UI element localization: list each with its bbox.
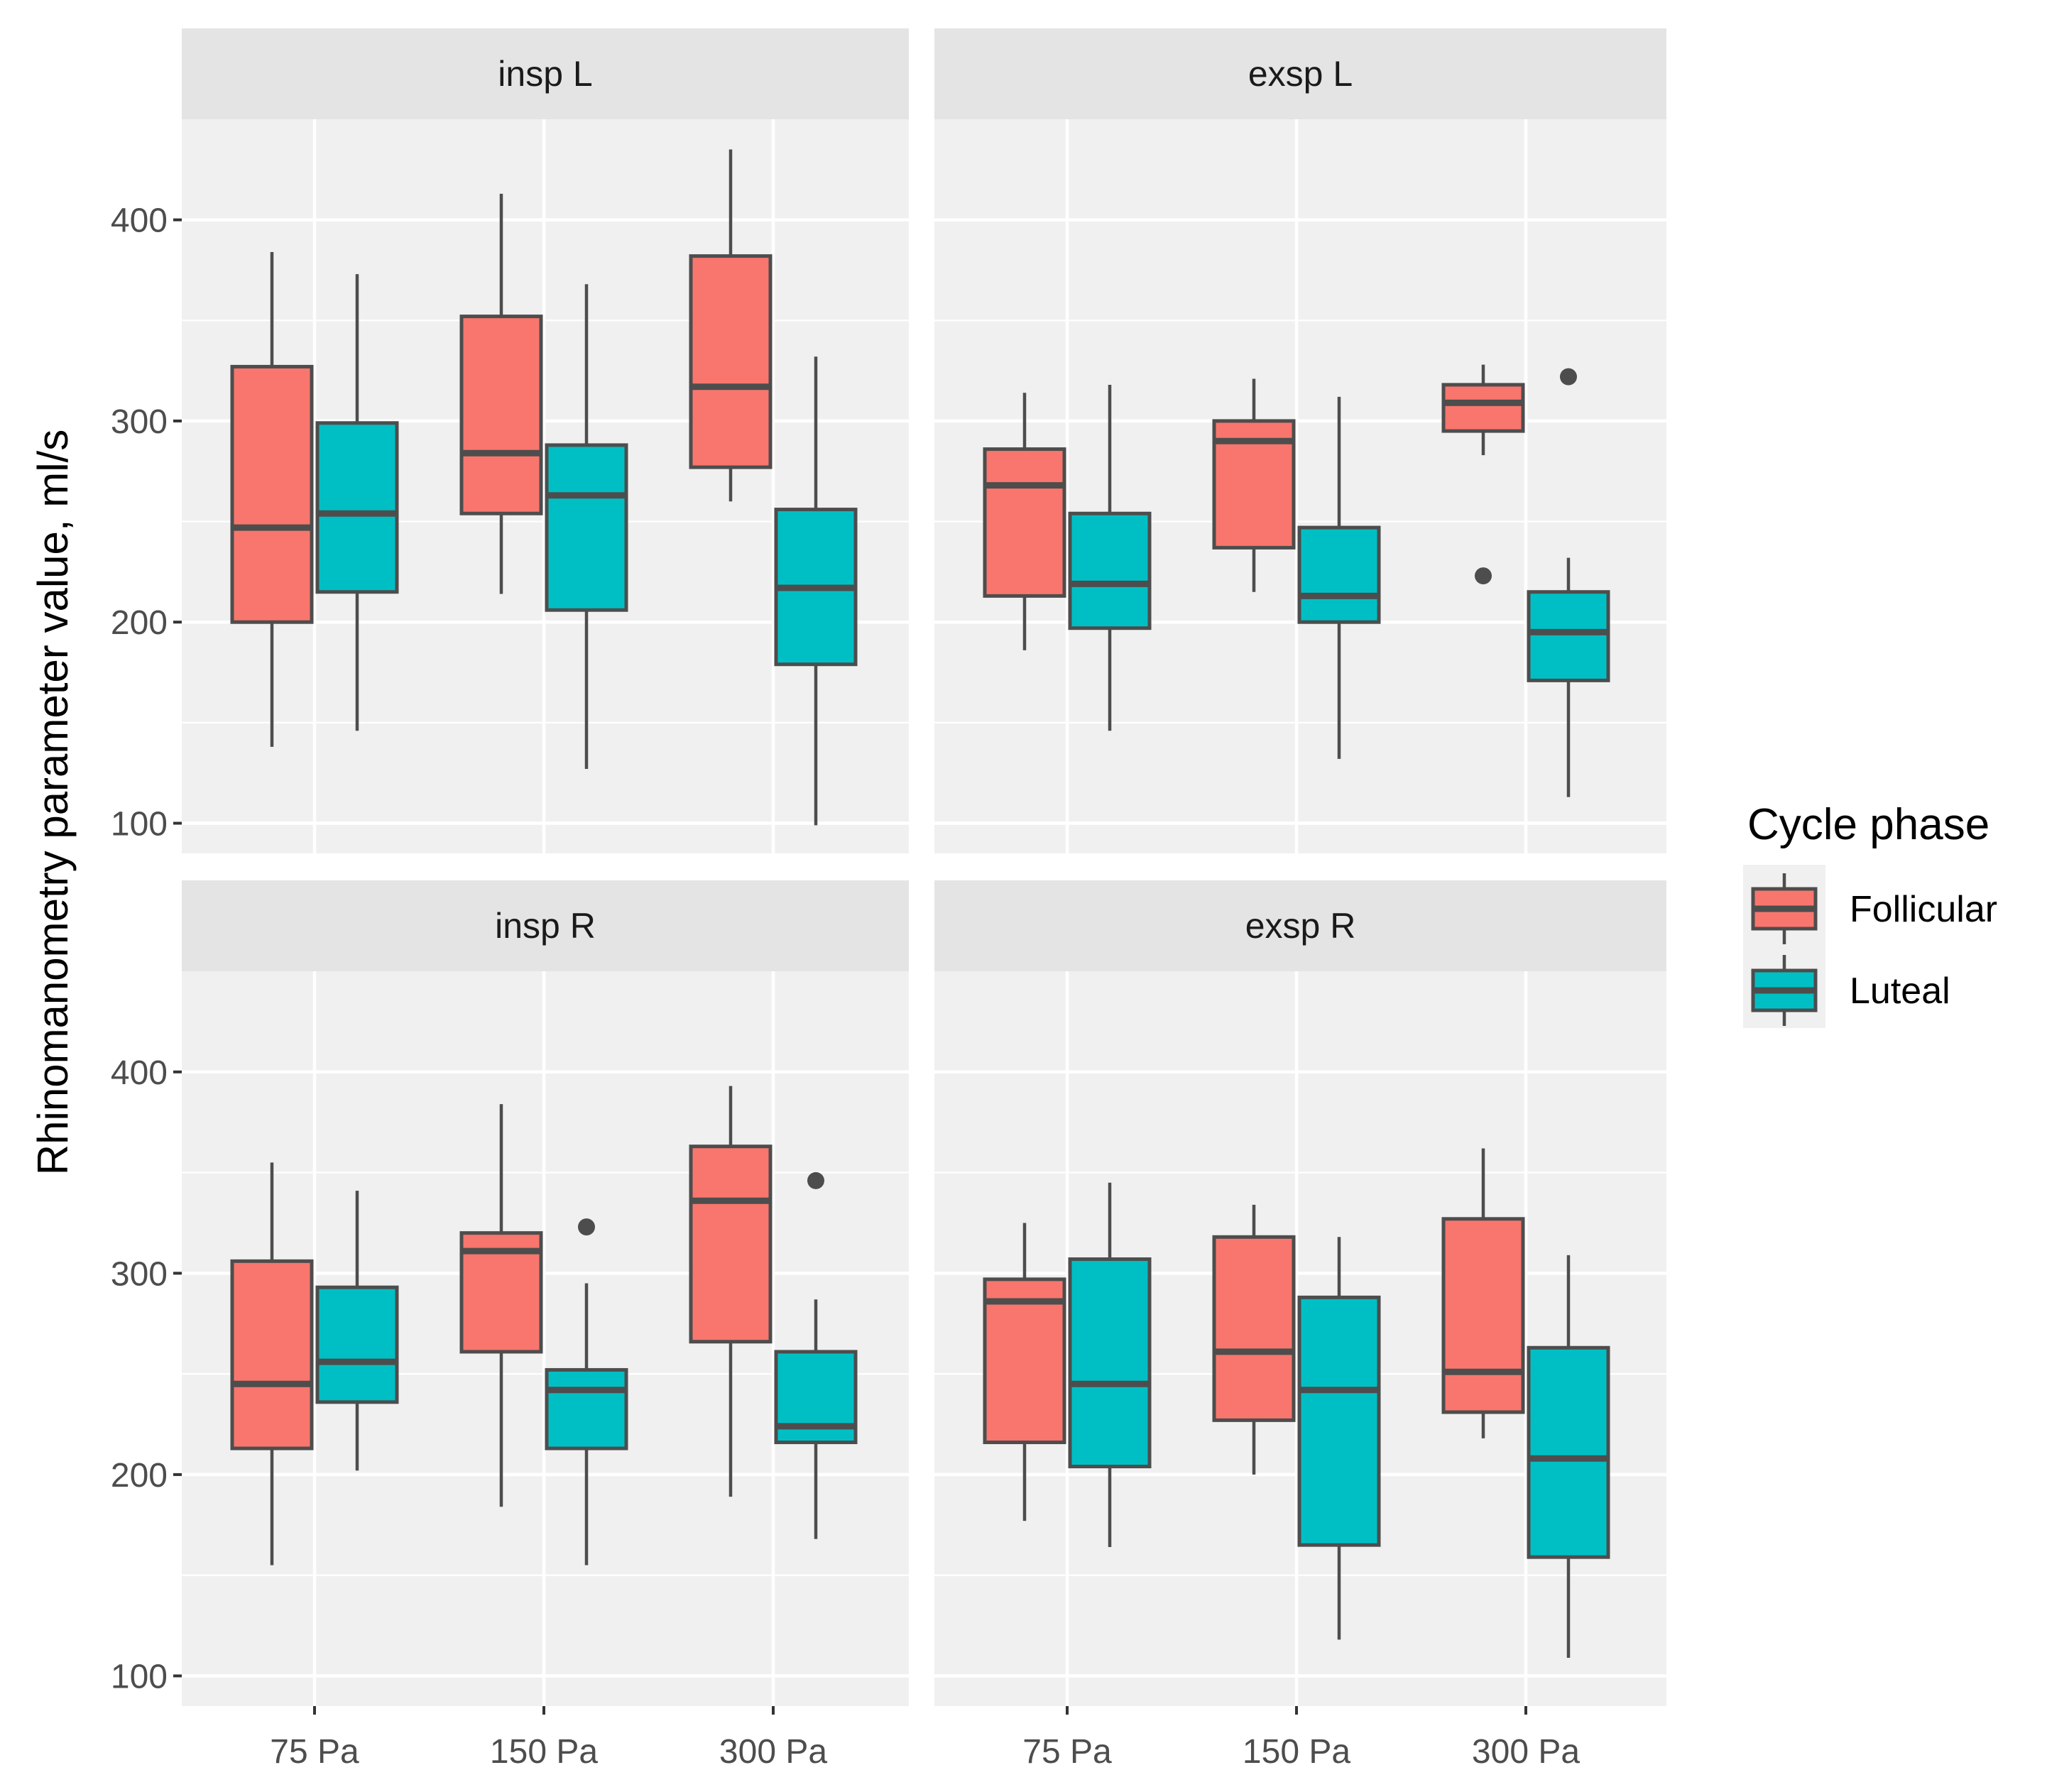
outlier-point bbox=[1560, 368, 1577, 386]
box-300-pa-luteal bbox=[774, 356, 858, 826]
facet-strip-label: exsp L bbox=[1248, 54, 1353, 94]
x-tick-label: 75 Pa bbox=[270, 1733, 359, 1771]
box-75-pa-follicular bbox=[230, 1162, 314, 1566]
box-150-pa-follicular bbox=[1212, 378, 1296, 592]
panel-exsp-l: exsp L bbox=[934, 28, 1666, 853]
box-150-pa-luteal bbox=[1297, 1237, 1381, 1640]
box-150-pa-follicular bbox=[459, 1104, 543, 1507]
facet-strip-label: exsp R bbox=[1245, 906, 1356, 946]
x-tick-label: 150 Pa bbox=[490, 1733, 598, 1771]
facet-strip-label: insp L bbox=[498, 54, 592, 94]
y-tick-label: 400 bbox=[111, 1054, 168, 1092]
outlier-point bbox=[1475, 567, 1492, 585]
box-iqr bbox=[1068, 511, 1152, 630]
box-150-pa-luteal bbox=[545, 1218, 628, 1566]
box-iqr bbox=[459, 315, 543, 515]
y-tick-label: 100 bbox=[111, 1658, 168, 1695]
box-300-pa-follicular bbox=[689, 149, 773, 502]
y-tick-label: 400 bbox=[111, 202, 168, 240]
outlier-point bbox=[578, 1218, 595, 1236]
box-150-pa-luteal bbox=[1297, 396, 1381, 759]
x-tick-label: 75 Pa bbox=[1022, 1733, 1112, 1771]
box-150-pa-follicular bbox=[459, 193, 543, 594]
box-iqr bbox=[1297, 525, 1381, 624]
legend-entry-follicular: Follicular bbox=[1751, 873, 1997, 944]
box-iqr bbox=[1441, 1217, 1525, 1414]
box-300-pa-follicular bbox=[689, 1086, 773, 1497]
box-iqr bbox=[1212, 1235, 1296, 1422]
legend-entry-luteal: Luteal bbox=[1751, 955, 1950, 1026]
facet-strip bbox=[182, 880, 909, 971]
y-tick-label: 300 bbox=[111, 403, 168, 441]
y-tick-label: 100 bbox=[111, 806, 168, 843]
y-tick-label: 200 bbox=[111, 1457, 168, 1495]
box-iqr bbox=[1527, 590, 1610, 682]
facet-strip-label: insp R bbox=[495, 906, 596, 946]
facet-strip bbox=[182, 28, 909, 119]
legend-label: Luteal bbox=[1850, 971, 1950, 1012]
box-75-pa-luteal bbox=[1068, 384, 1152, 731]
box-75-pa-luteal bbox=[315, 274, 399, 731]
box-150-pa-follicular bbox=[1212, 1204, 1296, 1475]
box-iqr bbox=[1527, 1345, 1610, 1559]
panel-insp-l: insp L 100 200 300 400 bbox=[111, 28, 909, 853]
box-iqr bbox=[689, 1144, 773, 1344]
box-300-pa-luteal bbox=[1527, 368, 1610, 797]
legend-title: Cycle phase bbox=[1747, 800, 1989, 849]
y-tick-label: 200 bbox=[111, 604, 168, 642]
facet-strip bbox=[934, 28, 1666, 119]
box-iqr bbox=[1068, 1257, 1152, 1469]
box-iqr bbox=[1441, 383, 1525, 433]
legend: Cycle phase Follicular Luteal bbox=[1743, 800, 1997, 1028]
facet-panels: insp L 100 200 300 400 exsp L insp R 100 200 300 4… bbox=[111, 28, 1666, 1771]
outlier-point bbox=[807, 1171, 824, 1189]
x-tick-label: 150 Pa bbox=[1243, 1733, 1350, 1771]
box-iqr bbox=[315, 1285, 399, 1404]
box-iqr bbox=[1297, 1295, 1381, 1547]
box-300-pa-follicular bbox=[1441, 1148, 1525, 1438]
box-iqr bbox=[230, 364, 314, 624]
box-iqr bbox=[230, 1259, 314, 1450]
facet-strip bbox=[934, 880, 1666, 971]
box-300-pa-luteal bbox=[1527, 1255, 1610, 1658]
panel-insp-r: insp R 100 200 300 400 75 Pa 150 Pa 300 Pa bbox=[111, 880, 909, 1771]
box-iqr bbox=[545, 1367, 628, 1450]
panel-exsp-r: exsp R 75 Pa 150 Pa 300 Pa bbox=[934, 880, 1666, 1771]
box-75-pa-follicular bbox=[230, 251, 314, 747]
x-tick-label: 300 Pa bbox=[719, 1733, 827, 1771]
box-75-pa-luteal bbox=[1068, 1182, 1152, 1547]
box-iqr bbox=[689, 254, 773, 469]
x-tick-label: 300 Pa bbox=[1472, 1733, 1580, 1771]
box-iqr bbox=[983, 447, 1066, 598]
y-axis-label: Rhinomanometry parameter value, ml/s bbox=[29, 430, 77, 1175]
box-iqr bbox=[545, 443, 628, 612]
box-300-pa-luteal bbox=[774, 1171, 858, 1539]
box-75-pa-luteal bbox=[315, 1191, 399, 1471]
legend-label: Follicular bbox=[1850, 889, 1997, 930]
box-iqr bbox=[983, 1277, 1066, 1445]
box-150-pa-luteal bbox=[545, 284, 628, 770]
box-iqr bbox=[315, 421, 399, 594]
y-tick-label: 300 bbox=[111, 1255, 168, 1293]
box-75-pa-follicular bbox=[983, 393, 1066, 650]
box-300-pa-follicular bbox=[1441, 364, 1525, 585]
box-75-pa-follicular bbox=[983, 1223, 1066, 1521]
